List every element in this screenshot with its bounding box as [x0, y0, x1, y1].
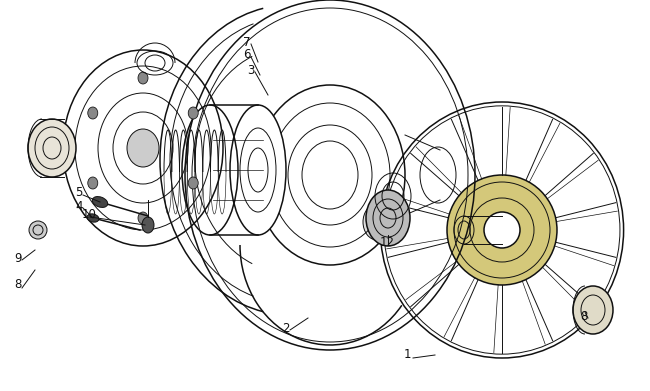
Ellipse shape	[138, 212, 148, 224]
Text: 1: 1	[404, 348, 411, 362]
Ellipse shape	[88, 177, 97, 189]
Text: 10: 10	[82, 208, 97, 221]
Ellipse shape	[138, 72, 148, 84]
Text: 6: 6	[243, 48, 250, 61]
Text: 4: 4	[75, 199, 83, 212]
Ellipse shape	[142, 217, 154, 233]
Ellipse shape	[28, 119, 76, 177]
Ellipse shape	[484, 212, 520, 248]
Ellipse shape	[92, 197, 108, 208]
Ellipse shape	[363, 204, 391, 240]
Text: 2: 2	[282, 321, 289, 334]
Text: 12: 12	[380, 237, 395, 249]
Ellipse shape	[87, 214, 99, 222]
Ellipse shape	[88, 107, 97, 119]
Text: 8: 8	[580, 310, 588, 323]
Text: 9: 9	[14, 251, 21, 264]
Text: 7: 7	[243, 36, 250, 48]
Ellipse shape	[366, 190, 410, 246]
Ellipse shape	[447, 175, 557, 285]
Ellipse shape	[127, 129, 159, 167]
Text: 8: 8	[14, 278, 21, 292]
Text: 3: 3	[247, 63, 254, 77]
Ellipse shape	[573, 286, 613, 334]
Ellipse shape	[188, 107, 198, 119]
Ellipse shape	[188, 177, 198, 189]
Ellipse shape	[230, 105, 286, 235]
Text: 5: 5	[75, 187, 83, 199]
Ellipse shape	[29, 221, 47, 239]
